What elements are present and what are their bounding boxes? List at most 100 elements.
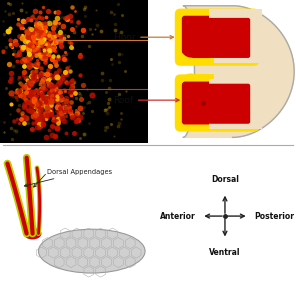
Point <box>59 112 64 117</box>
Point <box>20 36 24 41</box>
Point <box>66 108 70 113</box>
Point <box>30 43 35 47</box>
Point <box>72 9 77 14</box>
Point <box>105 101 110 105</box>
Point <box>22 103 27 108</box>
Point <box>56 54 61 58</box>
Point <box>40 103 45 107</box>
Point <box>29 43 34 48</box>
Point <box>61 97 66 102</box>
Point <box>6 11 11 16</box>
Point <box>42 31 47 35</box>
Point <box>26 93 30 97</box>
Point <box>28 91 33 96</box>
Point <box>33 94 38 98</box>
Point <box>36 119 41 124</box>
Point <box>118 111 123 115</box>
Point <box>102 107 107 112</box>
Point <box>24 116 28 120</box>
Point <box>41 109 46 114</box>
Point <box>31 31 36 36</box>
Point <box>57 99 62 104</box>
Point <box>33 88 38 93</box>
Point <box>32 47 37 52</box>
Point <box>24 29 28 33</box>
Point <box>8 26 12 30</box>
Point <box>36 48 41 53</box>
Point <box>46 44 51 49</box>
Point <box>17 80 22 85</box>
Point <box>35 102 40 107</box>
Point <box>21 104 26 109</box>
Point <box>20 1 25 6</box>
Point <box>32 30 37 35</box>
Point <box>54 88 58 93</box>
Point <box>42 32 46 36</box>
Point <box>46 34 51 39</box>
Point <box>15 58 20 63</box>
Point <box>36 61 41 66</box>
Text: Roof: Roof <box>113 96 179 105</box>
Point <box>38 29 43 34</box>
Point <box>31 28 36 33</box>
Point <box>23 20 28 24</box>
Point <box>6 1 10 6</box>
Point <box>69 44 74 49</box>
Point <box>49 88 54 92</box>
Point <box>65 15 70 20</box>
Point <box>28 29 33 33</box>
Point <box>23 76 28 81</box>
Point <box>44 72 49 76</box>
Point <box>20 114 25 119</box>
Text: Dorsal Appendages: Dorsal Appendages <box>24 169 112 187</box>
Point <box>29 109 34 113</box>
Point <box>30 120 35 125</box>
Point <box>52 87 57 92</box>
Point <box>22 60 27 65</box>
Point <box>25 17 30 22</box>
Point <box>33 115 38 119</box>
Point <box>46 99 51 104</box>
Point <box>65 17 69 22</box>
Point <box>30 95 35 99</box>
Point <box>23 35 28 40</box>
Point <box>33 103 38 108</box>
Point <box>45 103 50 108</box>
Point <box>58 40 62 45</box>
Point <box>64 67 69 72</box>
Point <box>41 72 46 76</box>
Point <box>55 56 60 60</box>
Point <box>22 45 27 49</box>
Point <box>64 72 69 77</box>
Point <box>58 90 62 94</box>
FancyBboxPatch shape <box>182 81 252 124</box>
Point <box>18 8 23 13</box>
Point <box>58 30 62 34</box>
Point <box>44 135 49 139</box>
Point <box>67 109 72 113</box>
Point <box>16 77 21 81</box>
Point <box>81 105 86 110</box>
Point <box>58 30 62 35</box>
Point <box>28 43 32 47</box>
Point <box>41 52 46 56</box>
Point <box>32 70 36 74</box>
Point <box>34 52 38 57</box>
Point <box>35 58 39 62</box>
FancyBboxPatch shape <box>184 84 250 124</box>
Point <box>65 33 70 38</box>
Point <box>65 66 70 71</box>
Point <box>39 115 44 119</box>
Point <box>53 40 58 44</box>
Point <box>37 88 42 93</box>
Point <box>23 9 28 14</box>
Point <box>20 45 25 49</box>
Point <box>40 96 45 101</box>
Point <box>59 108 63 113</box>
Point <box>28 39 32 43</box>
Point <box>26 80 31 85</box>
Point <box>56 38 61 43</box>
Point <box>38 35 43 39</box>
Point <box>44 100 49 104</box>
Point <box>58 26 62 31</box>
